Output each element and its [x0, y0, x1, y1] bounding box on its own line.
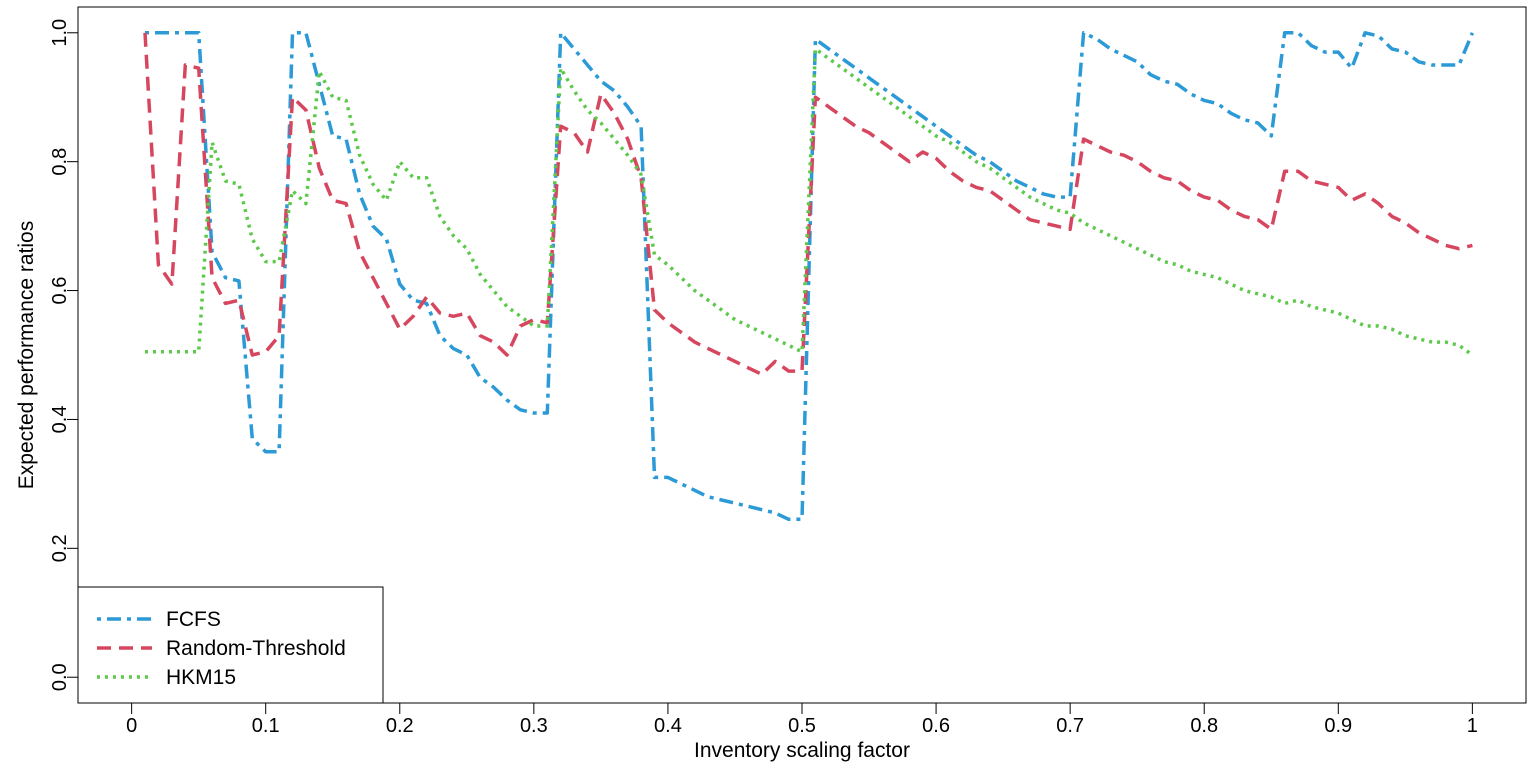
legend-label: FCFS — [166, 608, 221, 631]
x-tick-label: 0.6 — [922, 715, 950, 737]
x-axis: 0 0.1 0.2 0.3 0.4 0.5 0.6 0.7 0.8 0.9 1 — [126, 702, 1478, 737]
series-line-fcfs — [145, 31, 1475, 522]
x-tick-label: 0.7 — [1056, 715, 1084, 737]
x-tick-label: 0.8 — [1190, 715, 1218, 737]
series-line-random-threshold — [143, 32, 1473, 377]
y-tick-label: 0.8 — [49, 148, 71, 176]
y-tick-label: 0.0 — [49, 663, 71, 691]
y-tick-label: 0.2 — [49, 534, 71, 562]
x-axis-label: Inventory scaling factor — [694, 739, 910, 762]
y-axis: 0.0 0.2 0.4 0.6 0.8 1.0 — [49, 19, 78, 691]
legend-box — [77, 586, 384, 704]
x-tick-label: 0.4 — [654, 715, 682, 737]
x-tick-label: 0.1 — [252, 715, 280, 737]
y-tick-label: 0.6 — [49, 277, 71, 305]
y-tick-label: 1.0 — [49, 19, 71, 47]
series-line-hkm15 — [145, 47, 1474, 357]
legend-label: HKM15 — [166, 666, 236, 689]
series-layer — [143, 31, 1475, 522]
x-tick-label: 0.9 — [1324, 715, 1352, 737]
x-tick-label: 0 — [126, 715, 137, 737]
legend-label: Random-Threshold — [166, 637, 346, 660]
x-tick-label: 0.5 — [788, 715, 816, 737]
y-axis-label: Expected performance ratios — [15, 221, 38, 489]
y-tick-label: 0.4 — [49, 406, 71, 434]
legend: FCFS Random-Threshold HKM15 — [77, 586, 384, 704]
x-tick-label: 0.3 — [520, 715, 548, 737]
x-tick-label: 0.2 — [386, 715, 414, 737]
x-tick-label: 1 — [1467, 715, 1478, 737]
